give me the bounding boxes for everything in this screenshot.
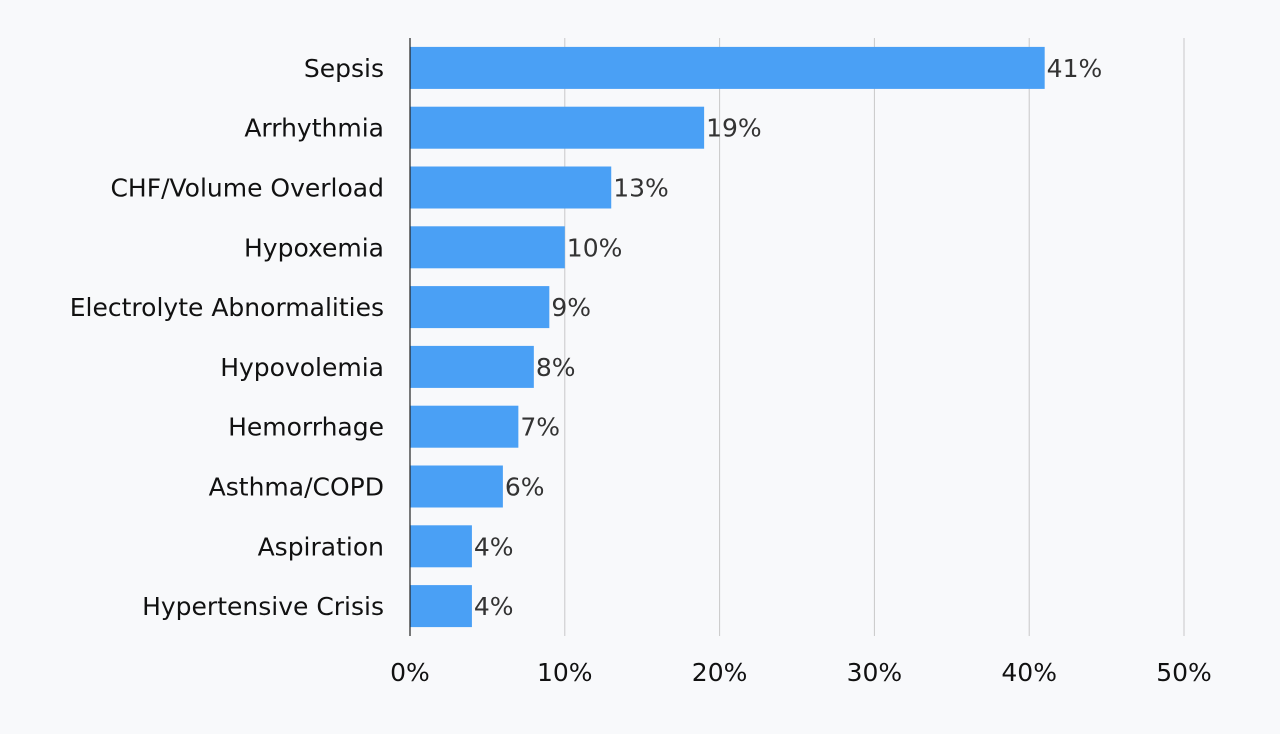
category-label: CHF/Volume Overload bbox=[110, 174, 384, 203]
x-tick-label: 10% bbox=[537, 658, 593, 687]
bar bbox=[410, 345, 534, 388]
value-label: 10% bbox=[567, 233, 623, 262]
value-label: 8% bbox=[536, 353, 576, 382]
x-tick-label: 40% bbox=[1001, 658, 1057, 687]
value-label: 7% bbox=[520, 413, 560, 442]
value-label: 13% bbox=[613, 174, 669, 203]
bars-layer bbox=[410, 46, 1045, 628]
x-tick-label: 20% bbox=[692, 658, 748, 687]
category-label: Electrolyte Abnormalities bbox=[70, 293, 384, 322]
category-label: Arrhythmia bbox=[244, 114, 384, 143]
value-label: 4% bbox=[474, 592, 514, 621]
bar bbox=[410, 226, 565, 269]
grid-layer bbox=[564, 38, 1185, 636]
bar bbox=[410, 166, 612, 209]
category-label: Hypoxemia bbox=[244, 233, 384, 262]
category-label: Sepsis bbox=[304, 54, 384, 83]
value-label: 4% bbox=[474, 532, 514, 561]
value-label: 19% bbox=[706, 114, 762, 143]
category-label: Asthma/COPD bbox=[209, 473, 384, 502]
value-label: 6% bbox=[505, 473, 545, 502]
bar bbox=[410, 405, 519, 448]
x-tick-label: 50% bbox=[1156, 658, 1212, 687]
bar bbox=[410, 46, 1045, 89]
bar bbox=[410, 585, 472, 628]
category-label: Hypovolemia bbox=[220, 353, 384, 382]
value-label: 9% bbox=[551, 293, 591, 322]
labels-layer: 0% 10% 20% 30% 40% 50% Sepsis 41% Arrhythmia 19% C… bbox=[70, 54, 1212, 687]
bar bbox=[410, 525, 472, 568]
category-label: Hypertensive Crisis bbox=[142, 592, 384, 621]
category-label: Hemorrhage bbox=[228, 413, 384, 442]
bar bbox=[410, 465, 503, 508]
x-tick-label: 30% bbox=[847, 658, 903, 687]
category-label: Aspiration bbox=[258, 532, 384, 561]
bar bbox=[410, 286, 550, 329]
value-label: 41% bbox=[1047, 54, 1103, 83]
bar bbox=[410, 106, 705, 149]
x-tick-label: 0% bbox=[390, 658, 430, 687]
